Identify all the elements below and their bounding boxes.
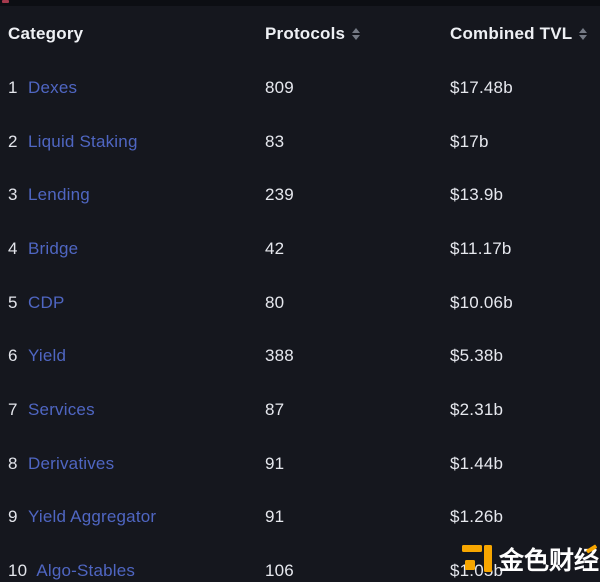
category-link[interactable]: Lending [28, 185, 90, 205]
sort-icon [579, 27, 588, 40]
top-edge-artifact [2, 0, 9, 3]
category-link[interactable]: Bridge [28, 238, 79, 258]
row-rank: 10 [8, 561, 28, 581]
protocols-count: 388 [265, 346, 294, 366]
category-cell: 7 Services [8, 400, 265, 420]
protocols-count: 91 [265, 507, 285, 527]
table-row: 8 Derivatives 91 $1.44b [0, 437, 600, 491]
table-row: 5 CDP 80 $10.06b [0, 276, 600, 330]
sort-down-arrow-icon [352, 35, 361, 40]
protocols-count: 87 [265, 399, 285, 419]
column-header-protocols-label: Protocols [265, 23, 346, 43]
category-cell: 1 Dexes [8, 78, 265, 98]
table-row: 7 Services 87 $2.31b [0, 383, 600, 437]
category-link[interactable]: Derivatives [28, 453, 115, 473]
protocols-count: 83 [265, 131, 285, 151]
protocols-count: 42 [265, 238, 285, 258]
category-cell: 4 Bridge [8, 239, 265, 259]
watermark-text-main: 金色财 [498, 547, 574, 575]
sort-icon [352, 27, 361, 40]
column-header-category: Category [8, 24, 265, 44]
combined-tvl-value: $5.38b [450, 346, 504, 366]
column-header-combined-tvl[interactable]: Combined TVL [450, 24, 600, 44]
category-link[interactable]: Yield Aggregator [28, 507, 157, 527]
column-header-combined-tvl-label: Combined TVL [450, 23, 573, 43]
protocols-count: 809 [265, 77, 294, 97]
jinse-finance-logo-icon [459, 542, 496, 580]
row-rank: 3 [8, 185, 18, 205]
table-row: 4 Bridge 42 $11.17b [0, 222, 600, 276]
protocols-count: 80 [265, 292, 285, 312]
table-row: 6 Yield 388 $5.38b [0, 329, 600, 383]
row-rank: 1 [8, 77, 18, 97]
top-edge-strip [0, 0, 600, 6]
combined-tvl-value: $13.9b [450, 185, 504, 205]
watermark-text-last: 经 [574, 542, 599, 580]
category-link[interactable]: Yield [28, 346, 67, 366]
row-rank: 7 [8, 399, 18, 419]
table-row: 3 Lending 239 $13.9b [0, 168, 600, 222]
category-cell: 9 Yield Aggregator [8, 507, 265, 527]
category-cell: 6 Yield [8, 346, 265, 366]
row-rank: 4 [8, 238, 18, 258]
table-row: 1 Dexes 809 $17.48b [0, 61, 600, 115]
table-row: 10 Algo-Stables 106 $1.05b [0, 544, 600, 582]
table-header-row: Category Protocols Combined TVL [0, 6, 600, 61]
watermark-text: 金色财经 [499, 542, 599, 580]
table-row: 9 Yield Aggregator 91 $1.26b [0, 491, 600, 545]
table-row: 2 Liquid Staking 83 $17b [0, 115, 600, 169]
row-rank: 2 [8, 131, 18, 151]
category-cell: 3 Lending [8, 185, 265, 205]
sort-up-arrow-icon [352, 28, 361, 33]
protocols-count: 106 [265, 561, 294, 581]
category-link[interactable]: Algo-Stables [36, 561, 136, 581]
combined-tvl-value: $10.06b [450, 292, 513, 312]
table-body: 1 Dexes 809 $17.48b 2 Liquid Staking 83 … [0, 61, 600, 582]
category-cell: 2 Liquid Staking [8, 132, 265, 152]
row-rank: 6 [8, 346, 18, 366]
category-cell: 5 CDP [8, 293, 265, 313]
combined-tvl-value: $1.44b [450, 453, 504, 473]
combined-tvl-value: $17b [450, 131, 489, 151]
jinse-finance-watermark: 金色财经 [459, 542, 599, 580]
sort-up-arrow-icon [579, 28, 588, 33]
row-rank: 9 [8, 507, 18, 527]
category-link[interactable]: Liquid Staking [28, 131, 138, 151]
combined-tvl-value: $2.31b [450, 399, 504, 419]
category-link[interactable]: CDP [28, 292, 65, 312]
row-rank: 5 [8, 292, 18, 312]
column-header-category-label: Category [8, 23, 84, 43]
protocols-count: 239 [265, 185, 294, 205]
category-cell: 8 Derivatives [8, 454, 265, 474]
combined-tvl-value: $1.26b [450, 507, 504, 527]
combined-tvl-value: $11.17b [450, 238, 512, 258]
category-link[interactable]: Services [28, 399, 95, 419]
combined-tvl-value: $17.48b [450, 77, 513, 97]
column-header-protocols[interactable]: Protocols [265, 24, 450, 44]
protocols-count: 91 [265, 453, 285, 473]
category-link[interactable]: Dexes [28, 77, 78, 97]
row-rank: 8 [8, 453, 18, 473]
sort-down-arrow-icon [579, 35, 588, 40]
category-cell: 10 Algo-Stables [8, 561, 265, 581]
